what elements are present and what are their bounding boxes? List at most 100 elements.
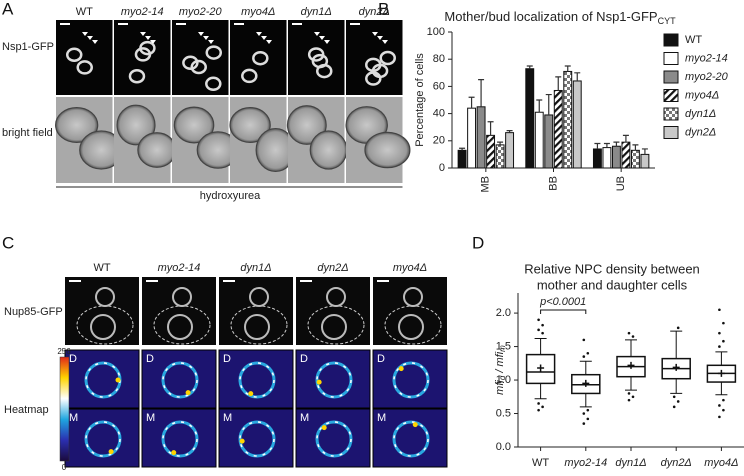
panel-letter: B <box>378 0 389 18</box>
nuclear-rim <box>167 314 193 340</box>
colorbar-label: 256 <box>57 347 71 356</box>
row-label: Nup85-GFP <box>4 306 63 318</box>
y-tick-label: 1.5 <box>496 340 511 352</box>
x-tick-label: dyn2Δ <box>661 457 692 469</box>
error-bar <box>526 65 533 69</box>
cell <box>286 105 327 145</box>
y-tick-label: 80 <box>433 53 445 65</box>
legend-label: myo2-20 <box>685 71 729 83</box>
heatmap-hotspot <box>398 366 404 372</box>
nuclear-rim <box>403 287 423 307</box>
cell <box>173 106 215 144</box>
arrowhead <box>203 36 209 40</box>
colorbar <box>59 356 70 462</box>
row-label: bright field <box>2 127 53 139</box>
outlier <box>722 408 725 412</box>
y-tick-label: 2.0 <box>496 307 511 319</box>
heatmap-rim <box>393 362 429 398</box>
nuclear-rim <box>244 314 270 340</box>
bar <box>525 68 535 169</box>
mean-marker <box>627 361 635 369</box>
panel-letter: C <box>2 233 14 252</box>
outlier <box>718 415 721 419</box>
heatmap-rim <box>239 362 275 398</box>
chart-title: mother and daughter cells <box>537 277 688 292</box>
y-axis-label: mfid / mfim <box>494 345 507 395</box>
heatmap-rim <box>85 421 121 457</box>
nuclear-rim <box>398 314 424 340</box>
mean-marker <box>717 369 725 377</box>
heatmap-label: D <box>300 353 308 365</box>
arrowhead <box>140 32 146 36</box>
legend-label: dyn1Δ <box>685 108 716 120</box>
outlier <box>722 339 725 343</box>
legend-swatch <box>663 33 679 47</box>
heatmap-hotspot <box>316 379 322 385</box>
mean-marker <box>582 379 590 387</box>
outlier <box>627 331 631 335</box>
nucleus <box>365 71 382 86</box>
heatmap-label: D <box>146 353 154 365</box>
bar <box>457 149 467 169</box>
strain-label: dyn1Δ <box>301 6 332 18</box>
bar <box>467 107 477 169</box>
fluorescence-image <box>65 277 139 345</box>
outlier <box>537 328 540 332</box>
outlier <box>586 408 590 412</box>
whisker-low <box>670 378 683 394</box>
heatmap-hotspot <box>185 390 191 396</box>
bar <box>640 153 650 169</box>
nucleus <box>128 69 146 84</box>
nucleus <box>365 57 382 73</box>
outlier <box>718 331 721 335</box>
heatmap-label: M <box>146 412 155 424</box>
nucleus <box>134 47 152 62</box>
outlier <box>676 400 680 403</box>
cell <box>364 131 411 169</box>
outlier <box>582 412 586 415</box>
arrowhead <box>256 32 262 36</box>
strain-label: dyn1Δ <box>240 262 271 274</box>
y-label-text: / mfi <box>494 351 506 375</box>
fluorescence-image <box>230 20 287 95</box>
strain-label: dyn2Δ <box>317 262 348 274</box>
heatmap-label: D <box>223 353 231 365</box>
bar <box>572 80 582 169</box>
error-bar <box>613 141 620 147</box>
bar <box>476 106 486 169</box>
legend-swatch <box>663 107 679 121</box>
fluorescence-image <box>114 20 171 95</box>
outlier <box>718 404 721 407</box>
row-label: Heatmap <box>4 404 49 416</box>
arrowhead <box>92 40 98 44</box>
whisker-high <box>579 360 592 375</box>
y-tick-label: 20 <box>433 135 445 147</box>
arrowhead <box>377 36 383 40</box>
heatmap-rim <box>239 421 275 457</box>
heatmap-hotspot <box>239 438 245 444</box>
outlier <box>722 321 725 325</box>
legend-label: myo4Δ <box>685 89 719 101</box>
cell <box>55 107 99 143</box>
fluorescence-image <box>142 277 216 345</box>
nuclear-rim <box>249 287 269 307</box>
chart-title: Mother/bud localization of Nsp1-GFPCYT <box>444 9 676 26</box>
panel-letter: D <box>472 233 484 252</box>
nuclear-rim <box>326 287 346 307</box>
error-bar <box>487 121 494 136</box>
outlier <box>541 331 544 335</box>
error-bar <box>603 142 610 148</box>
heatmap-label: M <box>377 412 386 424</box>
cell <box>229 107 271 143</box>
arrowhead <box>261 36 267 40</box>
y-tick-label: 0 <box>439 162 445 174</box>
y-tick-label: 100 <box>427 26 445 38</box>
outlier <box>582 338 586 342</box>
strain-label: myo2-14 <box>158 262 201 274</box>
arrowhead <box>314 32 320 36</box>
heatmap-label: D <box>69 353 77 365</box>
error-bar <box>622 134 629 143</box>
y-tick-label: 0.0 <box>496 441 511 453</box>
outlier <box>722 398 725 402</box>
mean-marker <box>672 363 680 371</box>
